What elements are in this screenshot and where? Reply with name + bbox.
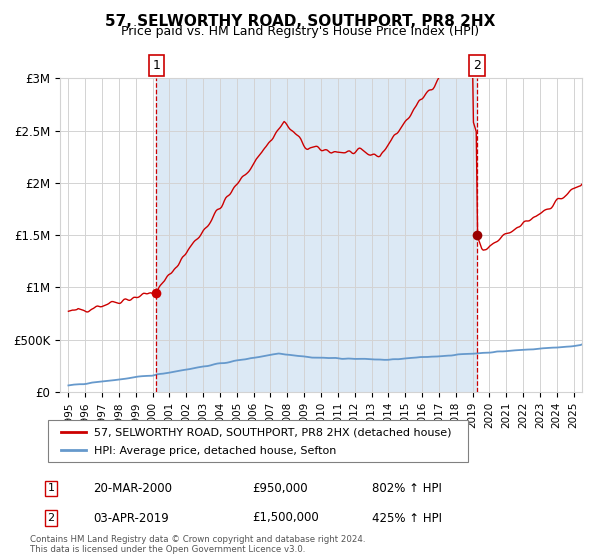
Text: 1: 1 <box>47 483 55 493</box>
Text: £950,000: £950,000 <box>252 482 308 495</box>
Text: 03-APR-2019: 03-APR-2019 <box>93 511 169 525</box>
Text: Contains HM Land Registry data © Crown copyright and database right 2024.: Contains HM Land Registry data © Crown c… <box>30 535 365 544</box>
Text: 57, SELWORTHY ROAD, SOUTHPORT, PR8 2HX (detached house): 57, SELWORTHY ROAD, SOUTHPORT, PR8 2HX (… <box>94 428 452 437</box>
Bar <box>157 78 477 392</box>
Text: 2: 2 <box>47 513 55 523</box>
Text: 1: 1 <box>152 59 160 72</box>
Text: 20-MAR-2000: 20-MAR-2000 <box>93 482 172 495</box>
Text: £1,500,000: £1,500,000 <box>252 511 319 525</box>
Text: 425% ↑ HPI: 425% ↑ HPI <box>372 511 442 525</box>
Text: 802% ↑ HPI: 802% ↑ HPI <box>372 482 442 495</box>
Text: Price paid vs. HM Land Registry's House Price Index (HPI): Price paid vs. HM Land Registry's House … <box>121 25 479 38</box>
Text: 57, SELWORTHY ROAD, SOUTHPORT, PR8 2HX: 57, SELWORTHY ROAD, SOUTHPORT, PR8 2HX <box>105 14 495 29</box>
Text: This data is licensed under the Open Government Licence v3.0.: This data is licensed under the Open Gov… <box>30 545 305 554</box>
FancyBboxPatch shape <box>48 420 468 462</box>
Text: HPI: Average price, detached house, Sefton: HPI: Average price, detached house, Seft… <box>94 446 337 456</box>
Text: 2: 2 <box>473 59 481 72</box>
